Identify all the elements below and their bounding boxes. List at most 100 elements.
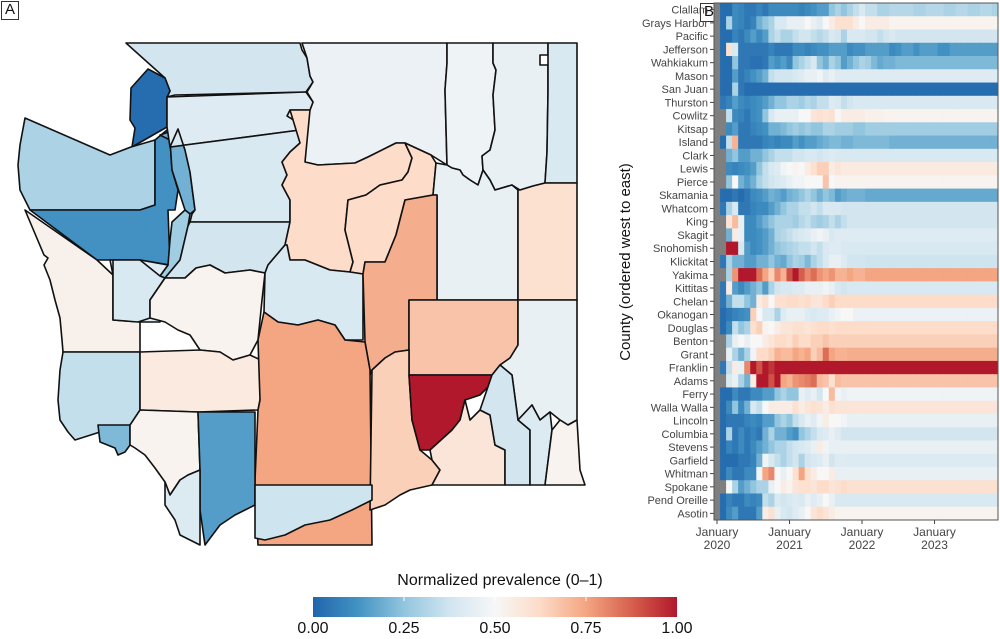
heatmap-cell [931,109,938,123]
heatmap-cell [895,480,902,494]
heatmap-cell [931,228,938,243]
heatmap-cell [937,241,945,256]
heatmap-cell [744,400,751,415]
heatmap-cell [750,294,757,309]
heatmap-cell [810,95,818,110]
heatmap-cell [991,427,999,441]
heatmap-cell [883,281,890,296]
heatmap-cell [949,82,957,97]
heatmap-cell [768,493,775,508]
heatmap-cell [738,466,745,481]
heatmap-cell [925,241,932,256]
heatmap-cell [967,241,975,256]
heatmap-cell [979,201,987,216]
x-tick-label-year: 2020 [704,538,731,552]
colorbar-tick-label: 1.00 [661,620,693,637]
y-tick-label: Douglas [668,323,709,335]
heatmap-cell [846,506,854,521]
heatmap-cell [931,215,938,229]
heatmap-cell [780,16,787,30]
y-tick-label: Adams [674,376,709,388]
heatmap-cell [901,347,908,362]
heatmap-cell [955,95,963,110]
heatmap-cell [865,3,872,17]
heatmap-cell [774,453,781,468]
heatmap-cell [877,228,884,243]
heatmap-cell [792,427,799,441]
heatmap-cell [780,241,787,256]
heatmap-cell [756,480,763,494]
heatmap-cell [859,466,866,481]
heatmap-cell [877,307,884,322]
heatmap-cell [798,95,806,110]
heatmap-cell [985,3,993,17]
heatmap-cell [810,122,818,136]
heatmap-cell [804,480,812,494]
heatmap-cell [744,480,751,494]
heatmap-cell [919,215,926,229]
heatmap-cell [907,82,914,97]
heatmap-cell [774,294,781,309]
heatmap-cell [907,241,914,256]
heatmap-cell [840,215,848,229]
heatmap-cell [732,360,739,375]
heatmap-cell [937,506,945,521]
heatmap-cell [714,400,721,415]
heatmap-cell [792,374,799,388]
heatmap-cell [762,321,769,335]
heatmap-cell [828,281,836,296]
heatmap-cell [750,241,757,256]
heatmap-cell [961,201,969,216]
heatmap-cell [973,360,981,375]
heatmap-cell [901,122,908,136]
heatmap-cell [859,201,866,216]
heatmap-cell [792,268,799,282]
heatmap-cell [871,307,878,322]
heatmap-cell [895,16,902,30]
heatmap-cell [744,95,751,110]
heatmap-cell [991,162,999,176]
heatmap-cell [846,3,854,17]
heatmap-cell [852,109,860,123]
heatmap-cell [955,374,963,388]
heatmap-cell [804,241,812,256]
heatmap-cell [901,69,908,83]
heatmap-cell [744,360,751,375]
heatmap-cell [919,493,926,508]
heatmap-cell [792,334,799,349]
heatmap-cell [750,427,757,441]
heatmap-cell [714,374,721,388]
heatmap-cell [714,506,721,521]
heatmap-cell [973,413,981,428]
heatmap-cell [925,188,932,203]
heatmap-cell [883,466,890,481]
heatmap-cell [732,334,739,349]
heatmap-cell [895,466,902,481]
heatmap-cell [744,215,751,229]
heatmap-cell [913,440,920,455]
heatmap-cell [822,109,830,123]
heatmap-cell [780,29,787,44]
heatmap-cell [895,228,902,243]
heatmap-cell [768,334,775,349]
heatmap-cell [991,334,999,349]
heatmap-cell [816,506,824,521]
heatmap-cell [913,3,920,17]
heatmap-cell [919,82,926,97]
heatmap-cell [828,175,836,189]
heatmap-cell [768,3,775,17]
heatmap-cell [961,413,969,428]
heatmap-cell [804,135,812,150]
heatmap-cell [967,29,975,44]
heatmap-cell [726,16,733,30]
heatmap-cell [967,16,975,30]
heatmap-cell [955,42,963,57]
heatmap-cell [828,82,836,97]
heatmap-cell [973,175,981,189]
heatmap-cell [720,228,727,243]
heatmap-cell [744,453,751,468]
heatmap-cell [852,175,860,189]
heatmap-cell [919,413,926,428]
heatmap-cell [913,56,920,70]
heatmap-cell [816,148,824,163]
